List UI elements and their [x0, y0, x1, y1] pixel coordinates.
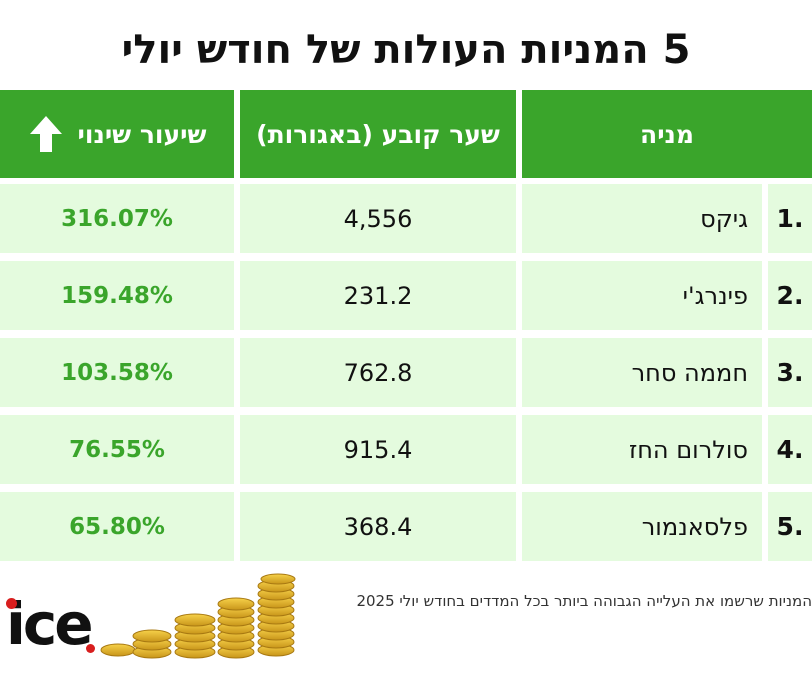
table-row-change: 76.55%	[0, 415, 234, 484]
table-row-price: 231.2	[240, 261, 516, 330]
change-value: 65.80%	[69, 513, 165, 540]
price-value: 368.4	[343, 512, 413, 541]
rank-number: 3.	[776, 358, 804, 387]
header-price-label: שער קובע (באגורות)	[256, 119, 500, 149]
ice-logo: ice	[6, 590, 94, 658]
change-value: 159.48%	[61, 282, 173, 309]
table-row-price: 368.4	[240, 492, 516, 561]
page-title: 5 המניות העולות של חודש יולי	[121, 27, 691, 73]
rank-number: 5.	[776, 512, 804, 541]
table-row-price: 762.8	[240, 338, 516, 407]
stock-name: גיקס	[700, 204, 748, 233]
table-row-name: פלסאנמור	[522, 492, 762, 561]
header-stock: מניה	[522, 90, 812, 178]
table-row-rank: 2.	[768, 261, 812, 330]
price-value: 4,556	[343, 204, 413, 233]
change-value: 316.07%	[61, 205, 173, 232]
rank-number: 2.	[776, 281, 804, 310]
table-row-change: 103.58%	[0, 338, 234, 407]
table-row-change: 316.07%	[0, 184, 234, 253]
table-row-name: חממה סחר	[522, 338, 762, 407]
table-row-rank: 4.	[768, 415, 812, 484]
table-row-rank: 1.	[768, 184, 812, 253]
coins-stack-icon	[100, 573, 296, 659]
stocks-table: שיעור שינוי שער קובע (באגורות) מניה 316.…	[0, 88, 812, 563]
rank-number: 1.	[776, 204, 804, 233]
logo-dot-icon	[86, 644, 95, 653]
price-value: 762.8	[343, 358, 413, 387]
stock-name: סולרום החז	[628, 435, 748, 464]
table-row-price: 915.4	[240, 415, 516, 484]
change-value: 103.58%	[61, 359, 173, 386]
logo-dot-icon	[6, 598, 17, 609]
header-change: שיעור שינוי	[0, 90, 234, 178]
table-row-change: 65.80%	[0, 492, 234, 561]
table-row-name: גיקס	[522, 184, 762, 253]
stock-name: פינרג'י	[682, 281, 748, 310]
table-row-change: 159.48%	[0, 261, 234, 330]
table-row-name: פינרג'י	[522, 261, 762, 330]
change-value: 76.55%	[69, 436, 165, 463]
rank-number: 4.	[776, 435, 804, 464]
footer-caption: המניות שרשמו את העלייה הגבוהה ביותר בכל …	[356, 592, 812, 610]
table-row-rank: 3.	[768, 338, 812, 407]
header-price: שער קובע (באגורות)	[240, 90, 516, 178]
price-value: 231.2	[343, 281, 413, 310]
stock-name: פלסאנמור	[641, 512, 748, 541]
table-row-rank: 5.	[768, 492, 812, 561]
header-change-label: שיעור שינוי	[77, 119, 207, 149]
header-stock-label: מניה	[640, 119, 694, 149]
stock-name: חממה סחר	[631, 358, 748, 387]
up-arrow-icon	[29, 116, 62, 152]
table-row-price: 4,556	[240, 184, 516, 253]
table-row-name: סולרום החז	[522, 415, 762, 484]
price-value: 915.4	[343, 435, 413, 464]
